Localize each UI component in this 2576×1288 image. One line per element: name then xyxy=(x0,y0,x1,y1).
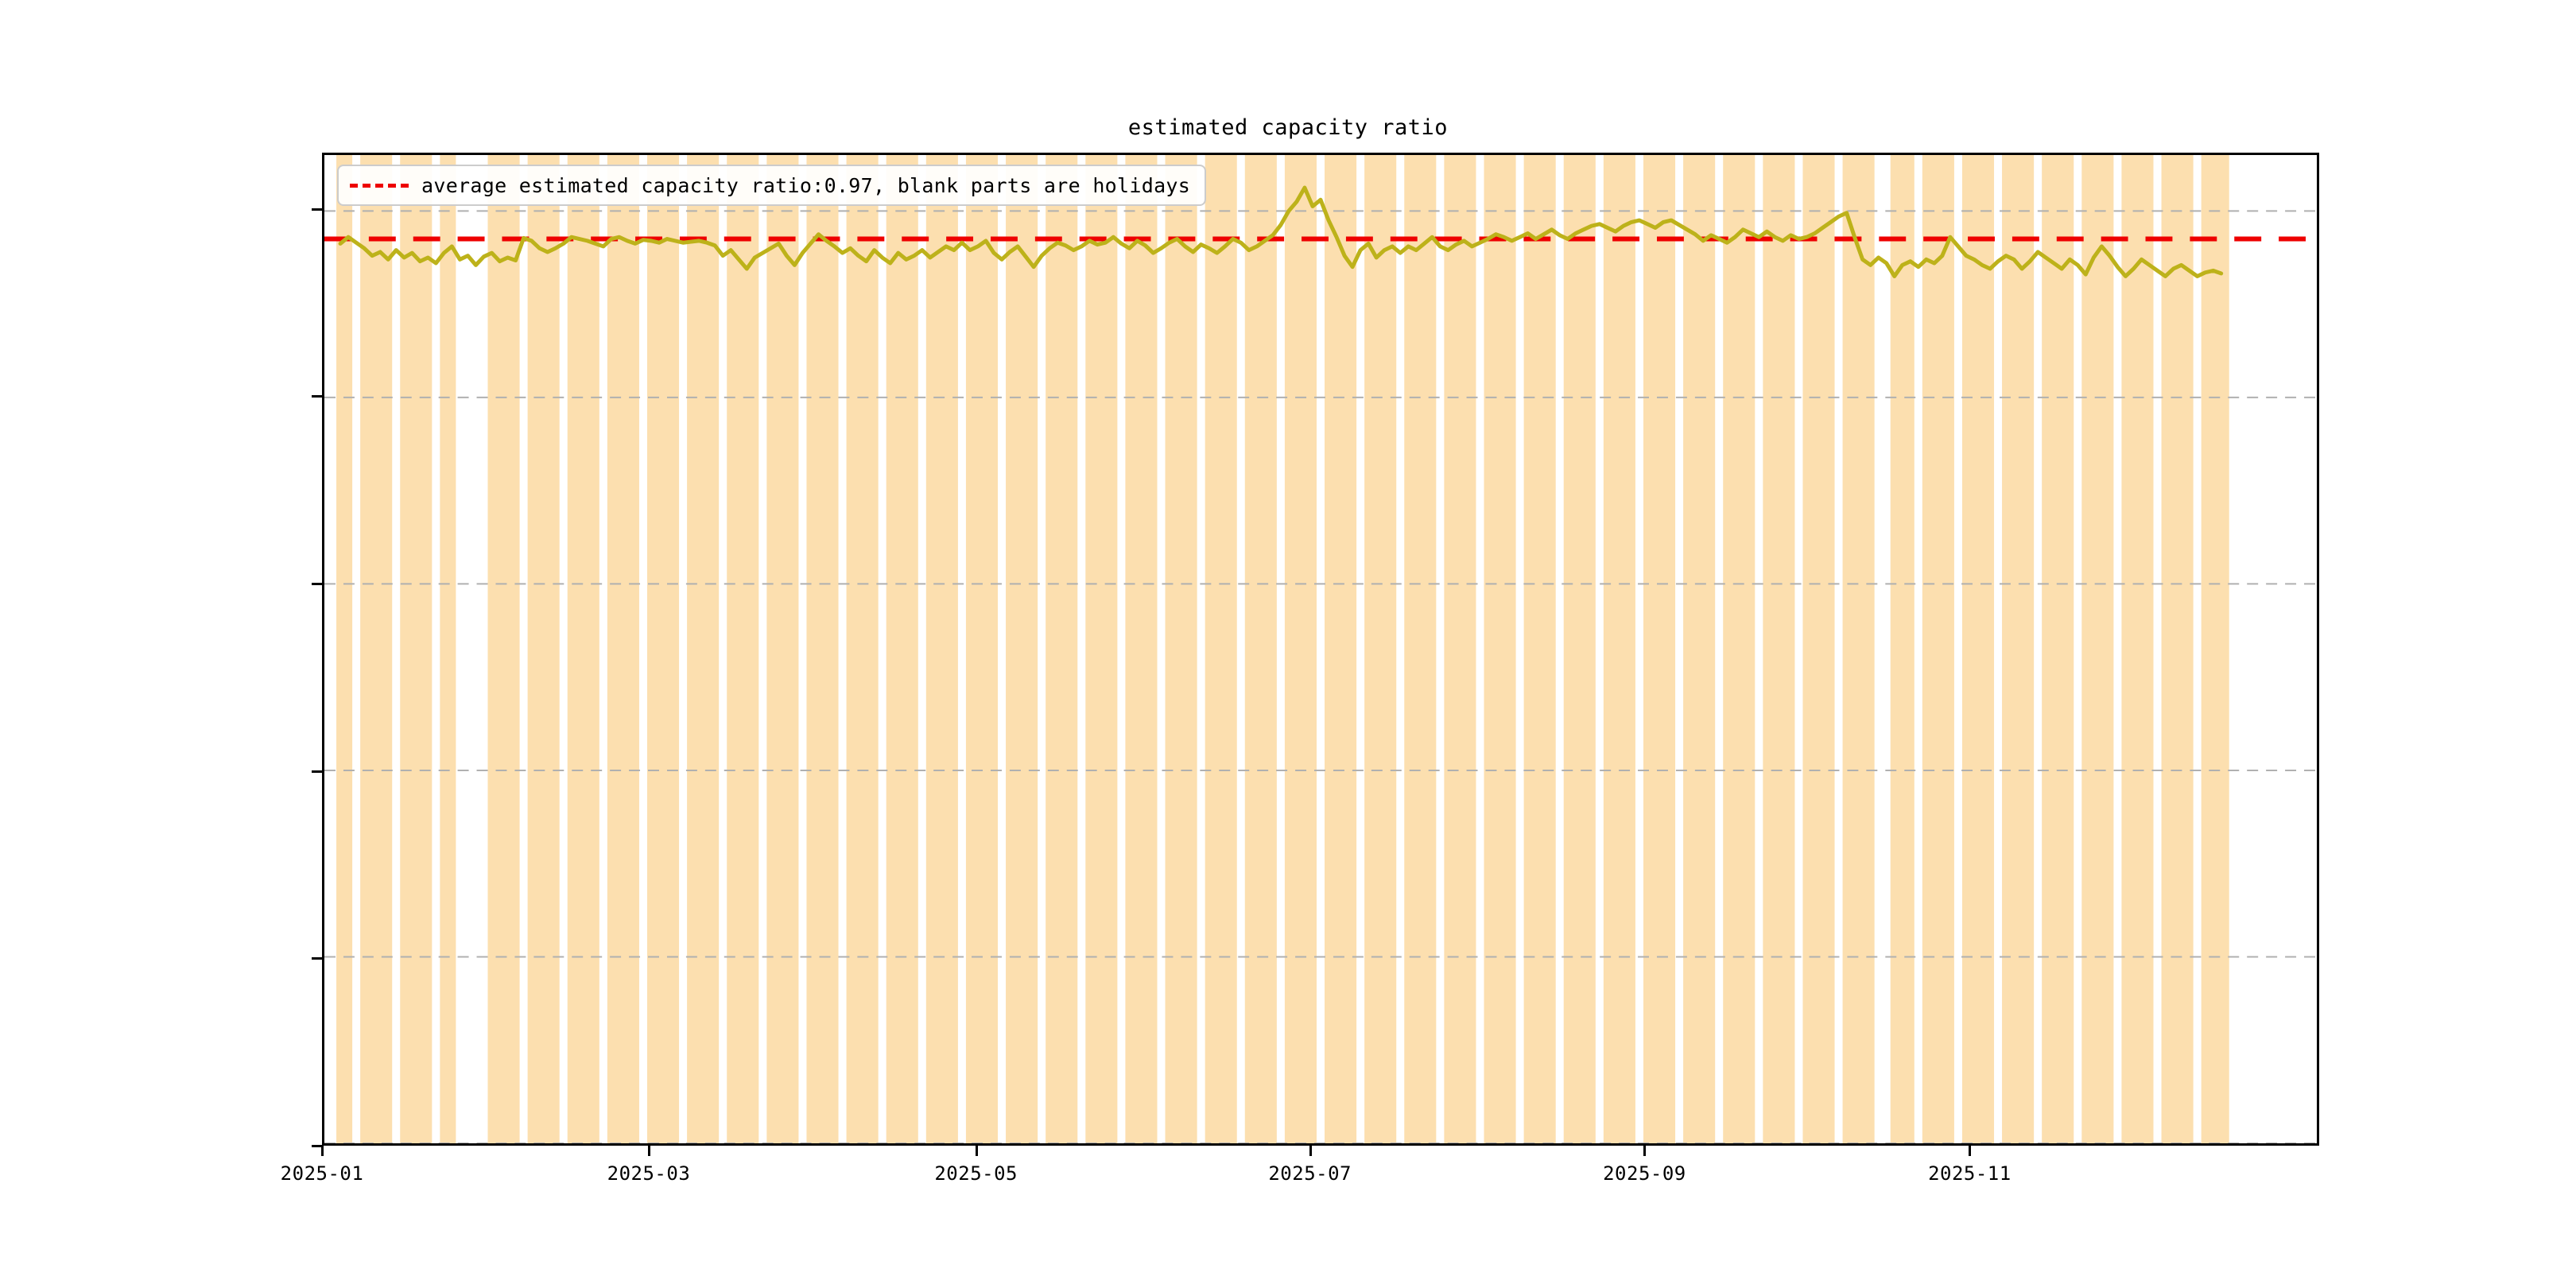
workday-band xyxy=(766,155,799,1143)
workday-band xyxy=(1723,155,1755,1143)
workday-band xyxy=(2121,155,2154,1143)
workday-band xyxy=(567,155,599,1143)
workday-band xyxy=(727,155,759,1143)
series-polyline xyxy=(338,185,2224,278)
workday-band xyxy=(1922,155,1954,1143)
workday-band xyxy=(846,155,879,1143)
workday-band xyxy=(1603,155,1635,1143)
workday-band xyxy=(1563,155,1596,1143)
workday-band xyxy=(1763,155,1795,1143)
workday-band xyxy=(646,155,680,1143)
y-tick-mark xyxy=(312,957,322,960)
workday-band xyxy=(1046,155,1078,1143)
workday-band xyxy=(2161,155,2194,1143)
y-tick-mark xyxy=(312,395,322,398)
workday-band xyxy=(1404,155,1437,1143)
workday-band xyxy=(607,155,639,1143)
chart-title: estimated capacity ratio xyxy=(1127,115,1449,140)
x-tick-mark xyxy=(975,1146,978,1156)
workday-bands xyxy=(336,155,2229,1143)
workday-band xyxy=(360,155,393,1143)
workday-band xyxy=(1006,155,1038,1143)
workday-band xyxy=(1523,155,1556,1143)
workday-band xyxy=(1165,155,1197,1143)
workday-band xyxy=(2081,155,2114,1143)
workday-band xyxy=(1890,155,1915,1143)
x-tick-label: 2025-01 xyxy=(280,1162,364,1185)
x-tick-mark xyxy=(1643,1146,1647,1156)
workday-band xyxy=(886,155,918,1143)
workday-band xyxy=(2042,155,2074,1143)
workday-band xyxy=(1125,155,1158,1143)
x-tick-mark xyxy=(1969,1146,1972,1156)
workday-band xyxy=(1325,155,1357,1143)
x-tick-label: 2025-05 xyxy=(934,1162,1018,1185)
workday-band xyxy=(2201,155,2229,1143)
workday-band xyxy=(400,155,433,1143)
y-tick-mark xyxy=(312,770,322,773)
x-tick-mark xyxy=(647,1146,650,1156)
y-tick-mark xyxy=(312,583,322,586)
workday-band xyxy=(1284,155,1317,1143)
workday-band xyxy=(806,155,839,1143)
workday-band xyxy=(1205,155,1237,1143)
workday-band xyxy=(1643,155,1676,1143)
workday-band xyxy=(336,155,353,1143)
plot-svg xyxy=(324,155,2317,1143)
workday-band xyxy=(527,155,560,1143)
capacity-ratio-line xyxy=(338,185,2224,278)
workday-band xyxy=(1683,155,1716,1143)
workday-band xyxy=(1484,155,1516,1143)
x-tick-label: 2025-03 xyxy=(607,1162,691,1185)
legend[interactable]: average estimated capacity ratio:0.97, b… xyxy=(337,165,1207,206)
workday-band xyxy=(1085,155,1118,1143)
workday-band xyxy=(1802,155,1835,1143)
plot-area xyxy=(322,153,2319,1146)
workday-band xyxy=(440,155,456,1143)
legend-label: average estimated capacity ratio:0.97, b… xyxy=(421,173,1191,197)
x-tick-mark xyxy=(1309,1146,1312,1156)
workday-band xyxy=(1364,155,1397,1143)
workday-band xyxy=(687,155,720,1143)
workday-band xyxy=(965,155,999,1143)
x-tick-label: 2025-09 xyxy=(1603,1162,1686,1185)
workday-band xyxy=(1444,155,1476,1143)
workday-band xyxy=(1961,155,1995,1143)
x-tick-mark xyxy=(321,1146,324,1156)
workday-band xyxy=(925,155,958,1143)
legend-dashed-line-icon xyxy=(350,183,409,188)
workday-band xyxy=(2002,155,2035,1143)
y-tick-mark xyxy=(312,1145,322,1147)
gridlines xyxy=(324,210,2317,1143)
x-tick-label: 2025-11 xyxy=(1928,1162,2012,1185)
workday-band xyxy=(1842,155,1875,1143)
workday-band xyxy=(487,155,520,1143)
x-tick-label: 2025-07 xyxy=(1268,1162,1352,1185)
y-tick-mark xyxy=(312,208,322,211)
workday-band xyxy=(1244,155,1277,1143)
